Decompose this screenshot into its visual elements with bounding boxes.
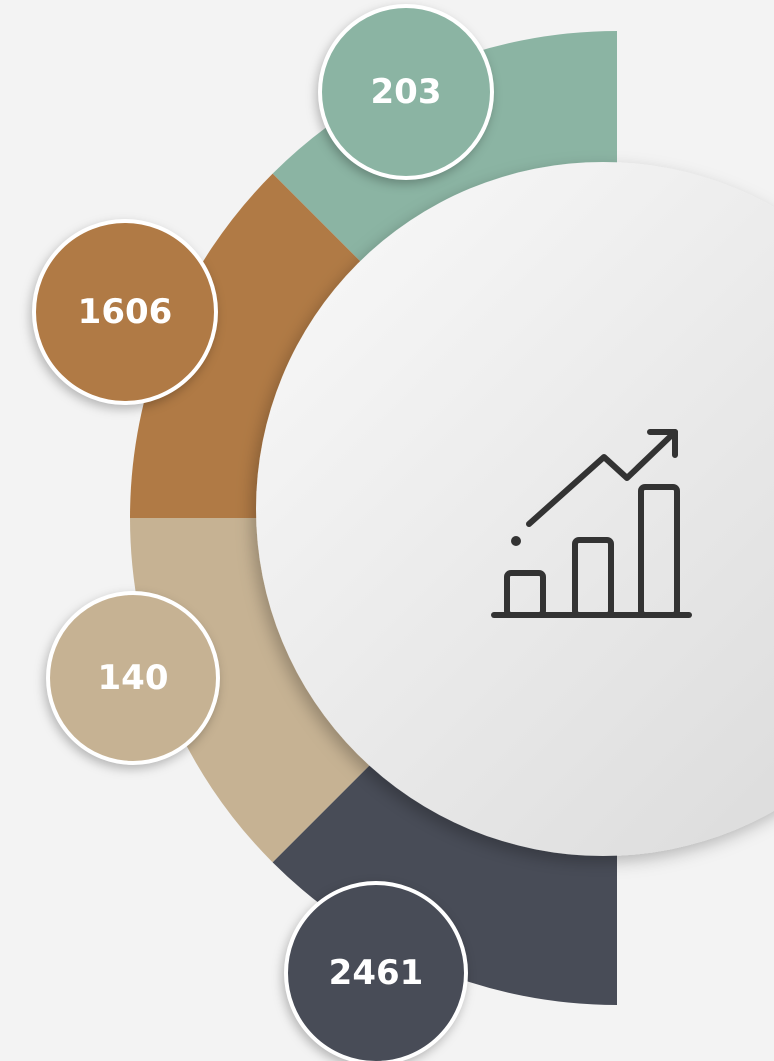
- value-label: 140: [98, 658, 169, 698]
- value-badge: [32, 219, 218, 405]
- chart-icon: [491, 429, 692, 618]
- value-badge: [284, 881, 468, 1061]
- value-label: 1606: [78, 292, 173, 332]
- value-badge: [318, 4, 494, 180]
- value-badge: [46, 591, 220, 765]
- value-label: 203: [371, 72, 442, 112]
- value-label: 2461: [329, 953, 424, 993]
- labels: 203 1606 140 2461: [32, 4, 494, 1061]
- center-circle: [256, 162, 774, 856]
